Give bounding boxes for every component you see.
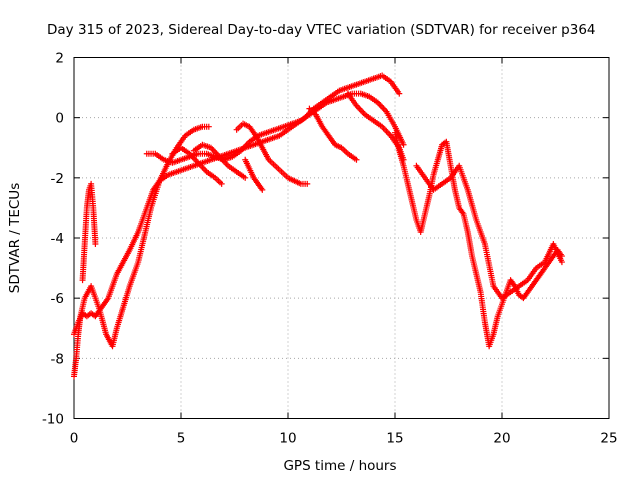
- x-tick-label: 0: [70, 431, 79, 447]
- series-track-1: [71, 123, 212, 380]
- series-track-6: [190, 141, 249, 181]
- series-track-12: [413, 162, 565, 302]
- x-tick-label: 5: [177, 431, 186, 447]
- y-tick-label: -2: [51, 171, 64, 187]
- y-tick-label: -6: [51, 291, 64, 307]
- y-tick-label: -10: [42, 412, 64, 428]
- x-tick-label: 15: [386, 431, 403, 447]
- data-point: [304, 180, 311, 187]
- series-track-8: [242, 156, 266, 193]
- data-point: [400, 141, 407, 148]
- series-track-7: [233, 120, 311, 187]
- chart-title: Day 315 of 2023, Sidereal Day-to-day VTE…: [47, 22, 596, 38]
- y-tick-label: -8: [51, 351, 64, 367]
- data-point: [396, 90, 403, 97]
- data-point: [558, 259, 565, 266]
- y-tick-label: -4: [51, 231, 64, 247]
- x-tick-label: 25: [600, 431, 617, 447]
- y-axis-label: SDTVAR / TECUs: [7, 183, 23, 293]
- data-point: [205, 123, 212, 130]
- data-point: [353, 156, 360, 163]
- grid-layer: [74, 57, 609, 419]
- series-track-5: [169, 144, 225, 187]
- y-tick-label: 0: [55, 111, 64, 127]
- data-point: [92, 241, 99, 248]
- x-axis-label: GPS time / hours: [283, 458, 396, 474]
- data-point: [218, 180, 225, 187]
- data-point: [259, 186, 266, 193]
- series-track-2: [71, 72, 403, 338]
- data-points: [71, 72, 565, 380]
- series-track-9: [306, 105, 360, 163]
- y-tick-label: 2: [55, 51, 64, 67]
- x-tick-label: 20: [493, 431, 510, 447]
- series-track-11: [392, 129, 565, 350]
- x-tick-label: 10: [279, 431, 296, 447]
- series-track-3: [79, 180, 99, 284]
- series-track-4: [143, 90, 407, 166]
- data-point: [242, 174, 249, 181]
